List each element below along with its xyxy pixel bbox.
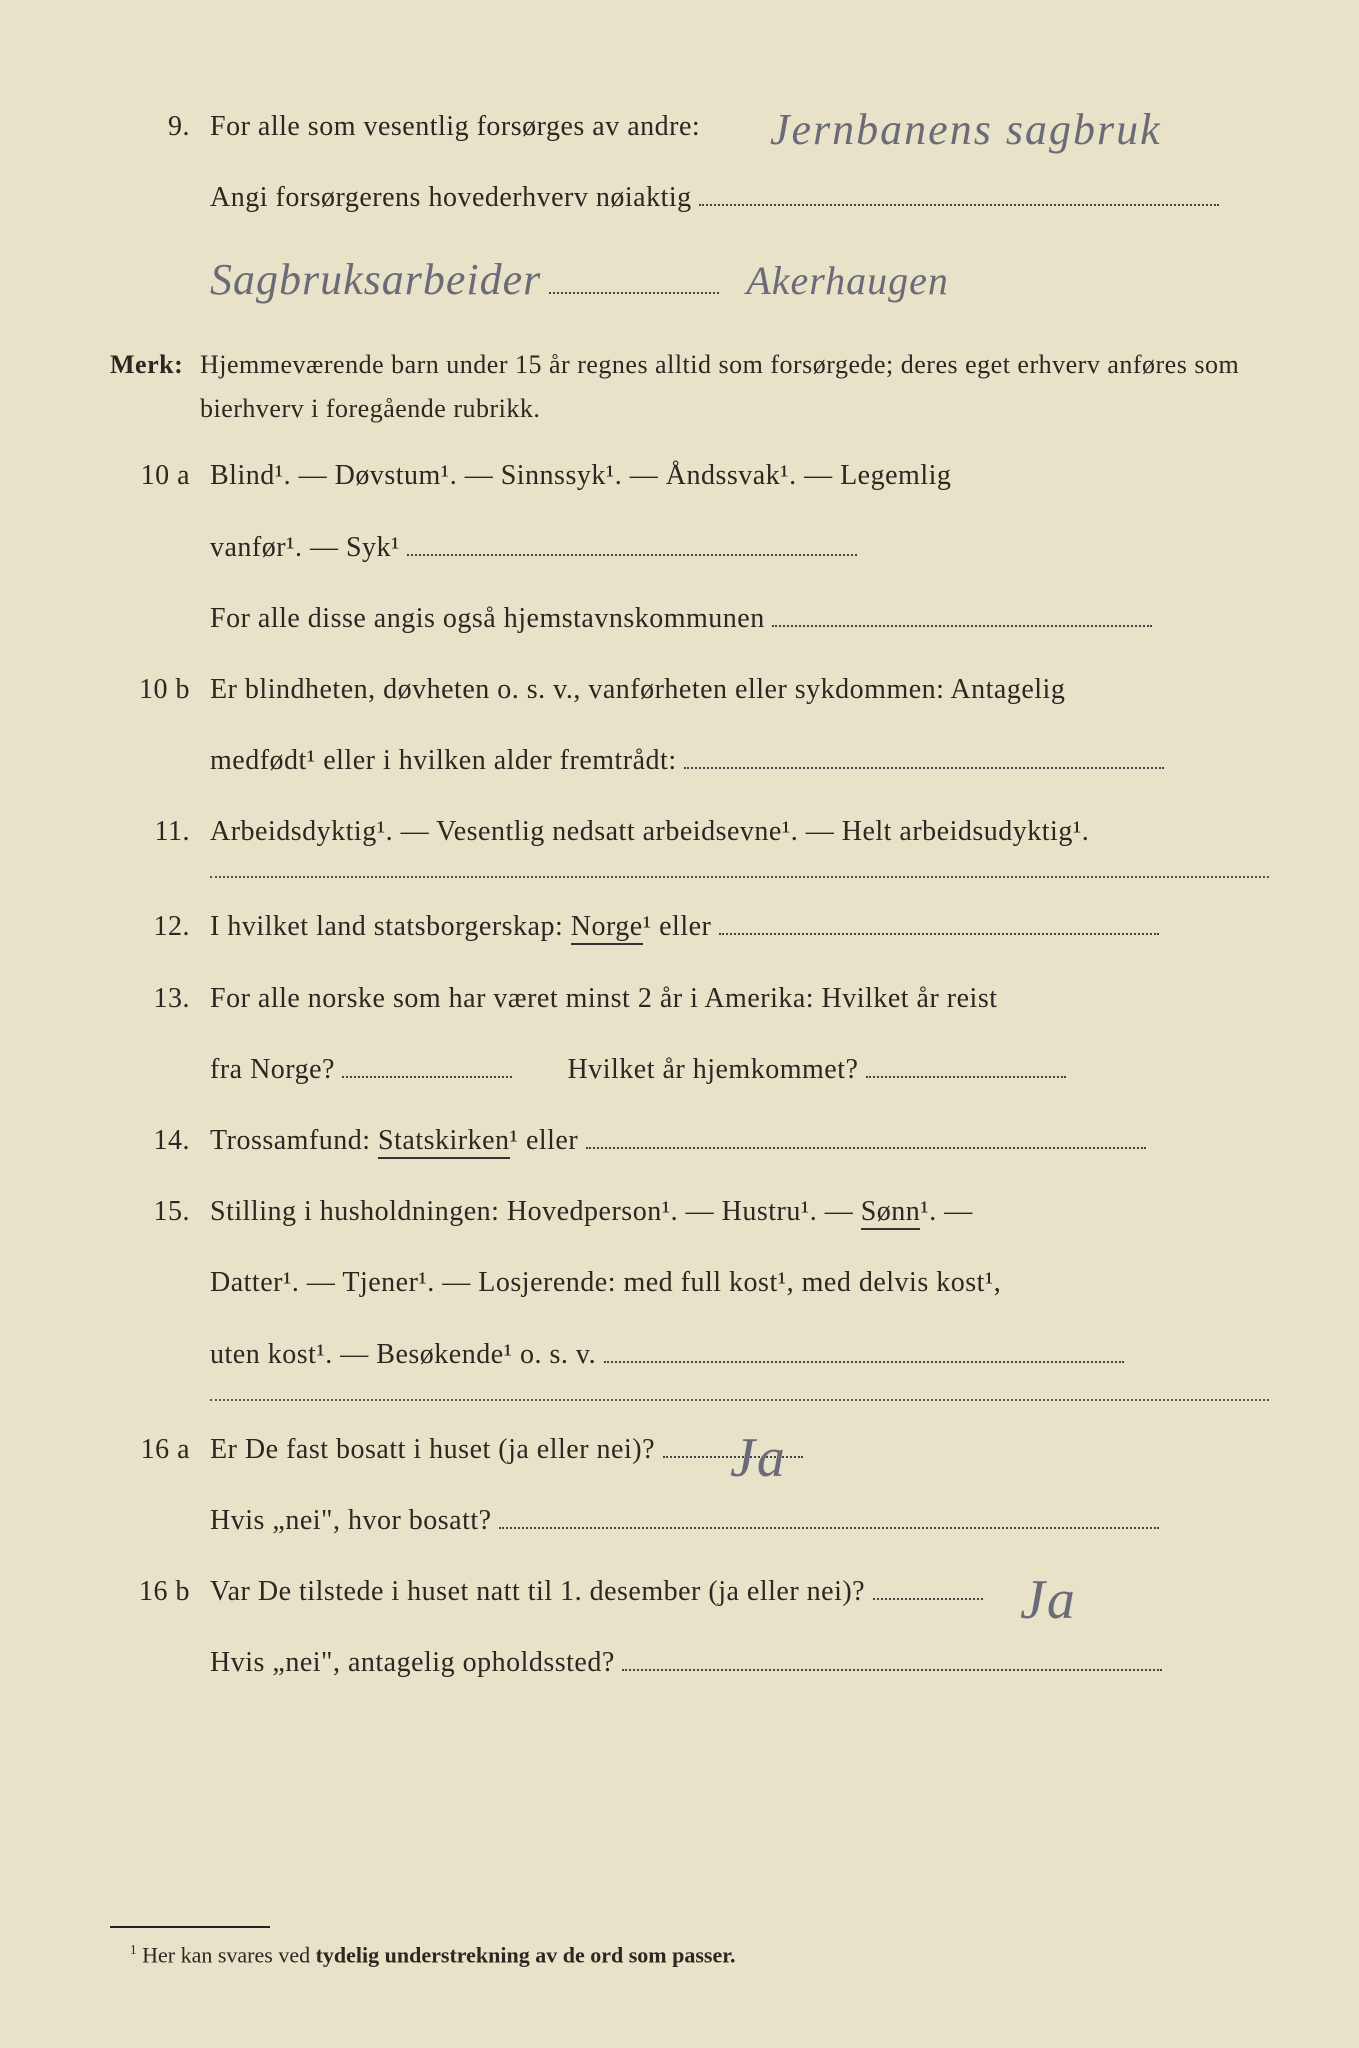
q9-hand-b: Akerhaugen xyxy=(746,258,949,303)
q10a-text2: vanfør¹. — Syk¹ xyxy=(210,532,400,563)
question-10b: 10 b Er blindheten, døvheten o. s. v., v… xyxy=(110,663,1269,716)
q15-text1a: Stilling i husholdningen: Hovedperson¹. … xyxy=(210,1196,861,1227)
merk-note: Merk: Hjemmeværende barn under 15 år reg… xyxy=(110,340,1269,431)
q15-under: Sønn xyxy=(861,1196,921,1230)
q16b-number: 16 b xyxy=(110,1565,210,1618)
merk-label: Merk: xyxy=(110,340,200,389)
q16a-number: 16 a xyxy=(110,1423,210,1476)
q9-blank1 xyxy=(699,204,1219,206)
question-16b-line2: Hvis „nei", antagelig opholdssted? xyxy=(110,1636,1269,1689)
q11-text: Arbeidsdyktig¹. — Vesentlig nedsatt arbe… xyxy=(210,805,1269,858)
q9-content: For alle som vesentlig forsørges av andr… xyxy=(210,100,1269,153)
question-16b: 16 b Var De tilstede i huset natt til 1.… xyxy=(110,1565,1269,1618)
q15-text2: Datter¹. — Tjener¹. — Losjerende: med fu… xyxy=(210,1256,1269,1309)
q9-line2-pre: Angi forsørgerens hovederhverv nøiaktig xyxy=(210,182,692,213)
question-11: 11. Arbeidsdyktig¹. — Vesentlig nedsatt … xyxy=(110,805,1269,858)
document-page: 9. For alle som vesentlig forsørges av a… xyxy=(0,0,1359,2048)
q16b-hand: Ja xyxy=(1020,1547,1077,1653)
q10b-number: 10 b xyxy=(110,663,210,716)
q15-number: 15. xyxy=(110,1185,210,1238)
footnote: 1 Her kan svares ved tydelig understrekn… xyxy=(130,1942,735,1968)
question-13-line2: fra Norge? Hvilket år hjemkommet? xyxy=(110,1043,1269,1096)
question-9-line2: Angi forsørgerens hovederhverv nøiaktig xyxy=(110,171,1269,224)
q15-text3: uten kost¹. — Besøkende¹ o. s. v. xyxy=(210,1339,596,1370)
q13-number: 13. xyxy=(110,972,210,1025)
divider-1 xyxy=(210,876,1269,878)
q14-under: Statskirken xyxy=(378,1125,510,1159)
q13-text1: For alle norske som har været minst 2 år… xyxy=(210,972,1269,1025)
q14-number: 14. xyxy=(110,1114,210,1167)
question-15-line3: uten kost¹. — Besøkende¹ o. s. v. xyxy=(110,1328,1269,1381)
question-14: 14. Trossamfund: Statskirken¹ eller xyxy=(110,1114,1269,1167)
q12-under: Norge xyxy=(571,911,643,945)
question-13: 13. For alle norske som har været minst … xyxy=(110,972,1269,1025)
question-10a-line2: vanfør¹. — Syk¹ xyxy=(110,521,1269,574)
q10b-text2: medfødt¹ eller i hvilken alder fremtrådt… xyxy=(210,745,677,776)
q16a-hand: Ja xyxy=(730,1405,787,1511)
q13-text2b: Hvilket år hjemkommet? xyxy=(567,1054,858,1085)
question-16a-line2: Hvis „nei", hvor bosatt? xyxy=(110,1494,1269,1547)
q15-text1b: ¹. — xyxy=(920,1196,972,1227)
q12-number: 12. xyxy=(110,900,210,953)
question-10b-line2: medfødt¹ eller i hvilken alder fremtrådt… xyxy=(110,734,1269,787)
q11-number: 11. xyxy=(110,805,210,858)
question-10a: 10 a Blind¹. — Døvstum¹. — Sinnssyk¹. — … xyxy=(110,449,1269,502)
q14-pre: Trossamfund: xyxy=(210,1125,378,1156)
q16b-text1: Var De tilstede i huset natt til 1. dese… xyxy=(210,1576,865,1607)
q10b-text1: Er blindheten, døvheten o. s. v., vanfør… xyxy=(210,663,1269,716)
q10a-text1: Blind¹. — Døvstum¹. — Sinnssyk¹. — Åndss… xyxy=(210,449,1269,502)
q9-hand-a: Sagbruksarbeider xyxy=(210,255,541,304)
question-9: 9. For alle som vesentlig forsørges av a… xyxy=(110,100,1269,153)
q16a-text2: Hvis „nei", hvor bosatt? xyxy=(210,1505,492,1536)
q9-hand-top: Jernbanens sagbruk xyxy=(770,88,1162,172)
q12-post: ¹ eller xyxy=(643,911,712,942)
q9-number: 9. xyxy=(110,100,210,153)
question-16a: 16 a Er De fast bosatt i huset (ja eller… xyxy=(110,1423,1269,1476)
q14-post: ¹ eller xyxy=(510,1125,579,1156)
question-12: 12. I hvilket land statsborgerskap: Norg… xyxy=(110,900,1269,953)
q9-line1: For alle som vesentlig forsørges av andr… xyxy=(210,111,700,142)
merk-text: Hjemmeværende barn under 15 år regnes al… xyxy=(200,343,1269,431)
q10a-number: 10 a xyxy=(110,449,210,502)
q16b-text2: Hvis „nei", antagelig opholdssted? xyxy=(210,1647,615,1678)
q10a-text3: For alle disse angis også hjemstavnskomm… xyxy=(210,603,765,634)
q13-text2a: fra Norge? xyxy=(210,1054,335,1085)
question-15: 15. Stilling i husholdningen: Hovedperso… xyxy=(110,1185,1269,1238)
question-15-line2: Datter¹. — Tjener¹. — Losjerende: med fu… xyxy=(110,1256,1269,1309)
divider-2 xyxy=(210,1399,1269,1401)
question-10a-line3: For alle disse angis også hjemstavnskomm… xyxy=(110,592,1269,645)
q16a-text1: Er De fast bosatt i huset (ja eller nei)… xyxy=(210,1434,655,1465)
q12-pre: I hvilket land statsborgerskap: xyxy=(210,911,571,942)
question-9-hand-line: Sagbruksarbeider Akerhaugen xyxy=(110,238,1269,322)
footnote-rule xyxy=(110,1926,270,1928)
footnote-num: 1 xyxy=(130,1942,137,1957)
footnote-bold: tydelig understrekning av de ord som pas… xyxy=(316,1942,736,1967)
footnote-text-pre: Her kan svares ved xyxy=(142,1942,316,1967)
q10a-blank xyxy=(407,554,857,556)
